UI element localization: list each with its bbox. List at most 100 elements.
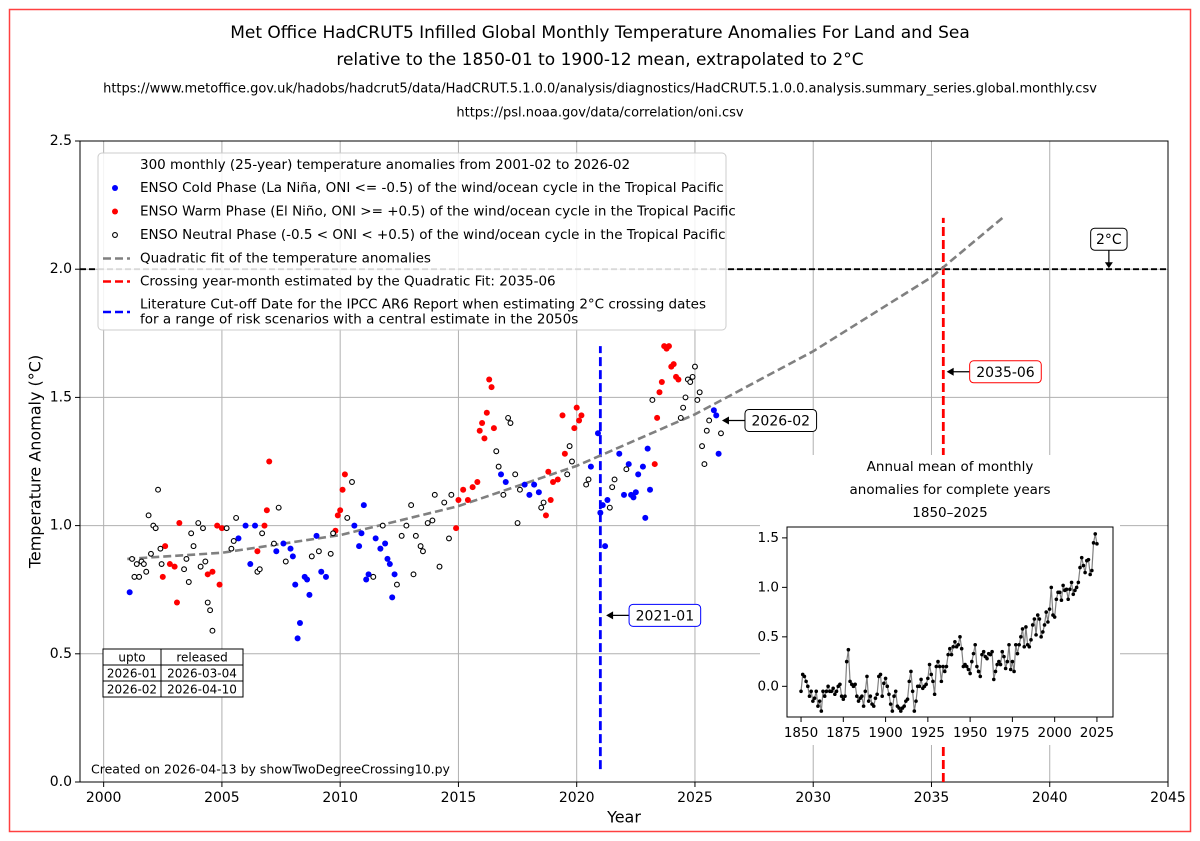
data-point: [694, 397, 701, 403]
data-point: [521, 481, 528, 488]
inset-point: [1046, 620, 1050, 624]
x-tick-label: 2030: [795, 790, 831, 806]
data-point: [512, 471, 519, 478]
data-point: [498, 471, 505, 478]
inset-point: [866, 699, 871, 703]
data-point: [696, 389, 703, 396]
data-point: [242, 522, 249, 529]
inset-point: [937, 664, 942, 669]
data-point: [176, 520, 183, 527]
data-point: [542, 512, 549, 519]
x-tick-label: 1950: [953, 725, 987, 741]
data-point: [488, 384, 495, 391]
data-point: [140, 561, 147, 568]
inset-point: [924, 682, 928, 687]
inset-point: [1057, 590, 1062, 595]
inset-point: [926, 676, 930, 681]
data-point: [647, 486, 654, 493]
data-point: [377, 545, 384, 552]
inset-point: [978, 674, 983, 679]
data-point: [639, 463, 646, 470]
data-point: [356, 543, 363, 550]
data-point: [382, 540, 389, 547]
data-point: [583, 481, 590, 488]
inset-title: anomalies for complete years: [850, 482, 1051, 498]
data-point: [436, 563, 443, 570]
inset-point: [898, 709, 903, 713]
x-tick-label: 2000: [1037, 725, 1071, 741]
inset-point: [948, 646, 952, 651]
data-point: [604, 496, 611, 503]
data-point: [209, 627, 216, 634]
inset-point: [844, 659, 849, 664]
data-point: [706, 417, 713, 424]
x-tick-label: 2000: [86, 790, 122, 806]
data-point: [155, 486, 162, 493]
data-point: [228, 545, 235, 552]
data-point: [535, 489, 542, 496]
data-point: [677, 414, 684, 421]
data-point: [569, 458, 575, 465]
data-point: [318, 568, 325, 575]
inset-point: [991, 677, 996, 682]
inset-point: [863, 689, 868, 694]
data-point: [441, 499, 448, 506]
data-point: [259, 530, 266, 537]
data-point: [632, 489, 639, 496]
data-point: [159, 573, 166, 580]
y-tick-label: 0.5: [50, 646, 72, 662]
data-point: [181, 566, 188, 573]
data-point: [157, 545, 164, 552]
inset-point: [816, 704, 820, 708]
data-point: [252, 522, 259, 529]
inset-point: [846, 647, 851, 652]
inset-point: [1064, 587, 1069, 592]
data-point: [464, 496, 471, 503]
inset-point: [839, 694, 844, 699]
inset-point: [932, 692, 937, 697]
data-point: [500, 491, 507, 498]
inset-point: [843, 694, 847, 699]
inset-point: [826, 684, 830, 689]
annotation-arrowhead: [1104, 262, 1113, 269]
data-point: [384, 555, 391, 562]
y-tick-label: 0.0: [50, 774, 72, 790]
inset-point: [1041, 630, 1045, 634]
x-tick-label: 2035: [914, 790, 950, 806]
data-point: [162, 543, 169, 550]
data-point: [585, 476, 592, 483]
inset-point: [968, 671, 972, 676]
data-point: [209, 568, 216, 575]
x-tick-label: 1850: [784, 725, 818, 741]
data-point: [460, 486, 467, 493]
table-cell: 2026-04-10: [167, 683, 237, 697]
data-point: [675, 376, 682, 383]
inset-point: [1010, 659, 1015, 664]
inset-point: [1086, 557, 1091, 562]
data-point: [474, 479, 481, 486]
data-point: [158, 561, 165, 568]
inset-point: [1059, 598, 1064, 603]
data-point: [713, 412, 720, 419]
inset-point: [1083, 570, 1087, 575]
inset-point: [848, 679, 852, 684]
inset-point: [914, 699, 918, 703]
inset-point: [1030, 623, 1035, 627]
inset-point: [865, 674, 869, 679]
inset-point: [807, 694, 812, 699]
inset-point: [873, 696, 878, 700]
data-point: [363, 576, 370, 583]
x-tick-label: 2010: [322, 790, 358, 806]
data-point: [649, 397, 656, 403]
data-point: [703, 427, 710, 434]
inset-point: [1068, 587, 1072, 592]
data-point: [606, 504, 613, 511]
inset-point: [1090, 568, 1094, 573]
data-point: [547, 496, 554, 503]
footnote: Created on 2026-04-13 by showTwoDegreeCr…: [91, 762, 451, 777]
data-point: [280, 540, 287, 547]
legend-title: 300 monthly (25-year) temperature anomal…: [140, 157, 630, 173]
inset-point: [1049, 585, 1054, 590]
data-point: [682, 394, 689, 401]
data-point: [365, 571, 372, 578]
